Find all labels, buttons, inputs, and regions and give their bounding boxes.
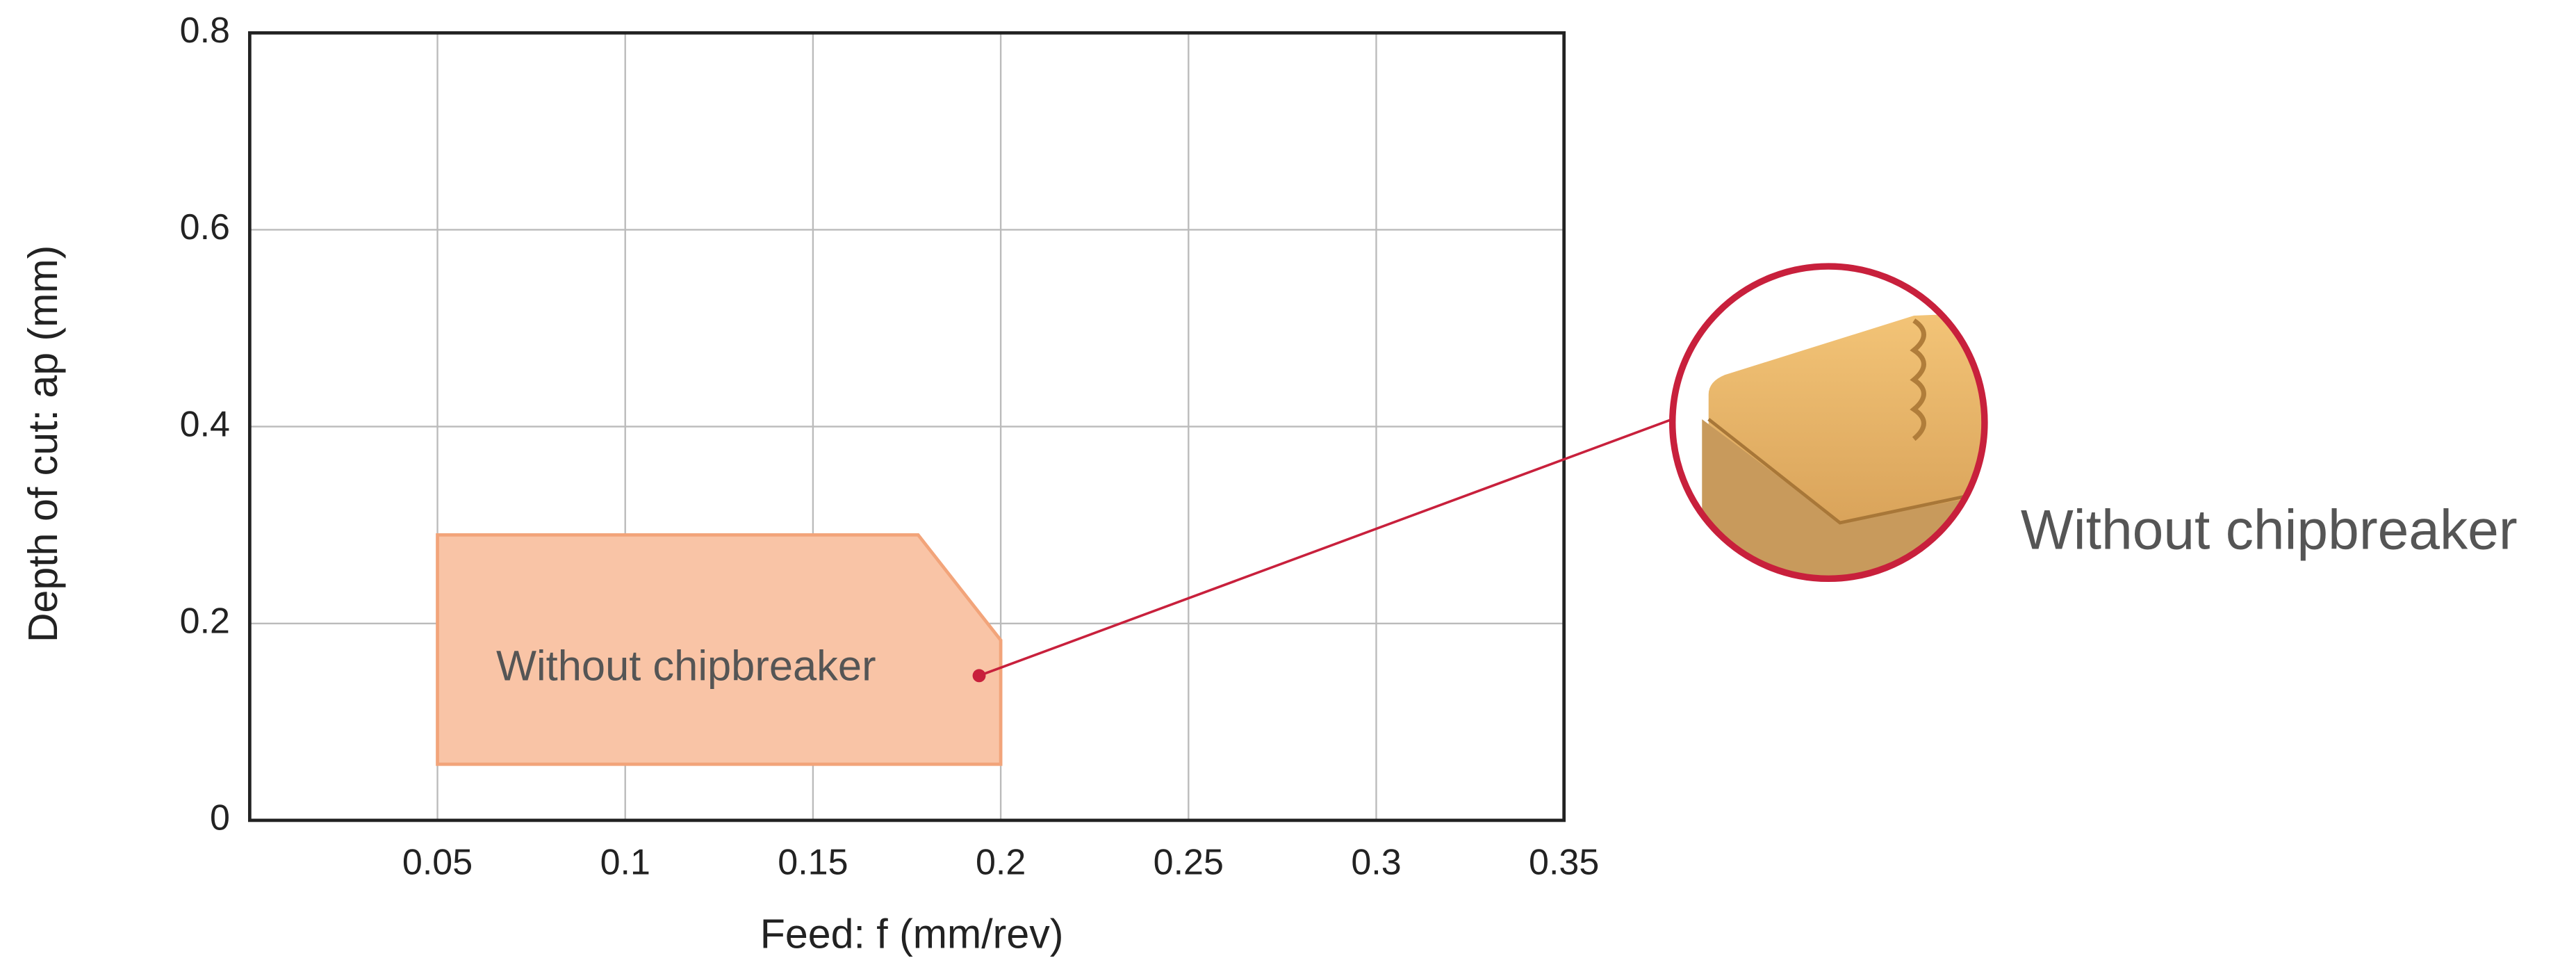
x-tick-label: 0.15 [778, 842, 848, 882]
callout-point [972, 669, 986, 683]
x-tick-label: 0.3 [1351, 842, 1401, 882]
y-tick-label: 0.4 [180, 404, 230, 444]
y-tick-label: 0.8 [180, 10, 230, 51]
y-axis-title: Depth of cut: ap (mm) [19, 245, 66, 642]
marks [436, 533, 1003, 766]
x-tick-label: 0.25 [1154, 842, 1224, 882]
x-tick-label: 0.2 [976, 842, 1026, 882]
x-tick-label: 0.05 [402, 842, 473, 882]
region-label: Without chipbreaker [496, 642, 876, 690]
y-tick-label: 0.2 [180, 601, 230, 641]
x-tick-label: 0.35 [1529, 842, 1599, 882]
y-tick-label: 0 [210, 798, 230, 838]
region [436, 533, 1003, 766]
y-tick-label: 0.6 [180, 207, 230, 248]
callout-circle [1668, 263, 1988, 583]
x-axis-title: Feed: f (mm/rev) [760, 910, 1064, 957]
x-tick-label: 0.1 [600, 842, 650, 882]
callout-label: Without chipbreaker [2021, 499, 2518, 562]
plot-frame [247, 31, 1566, 822]
callout-leader [978, 418, 1673, 677]
